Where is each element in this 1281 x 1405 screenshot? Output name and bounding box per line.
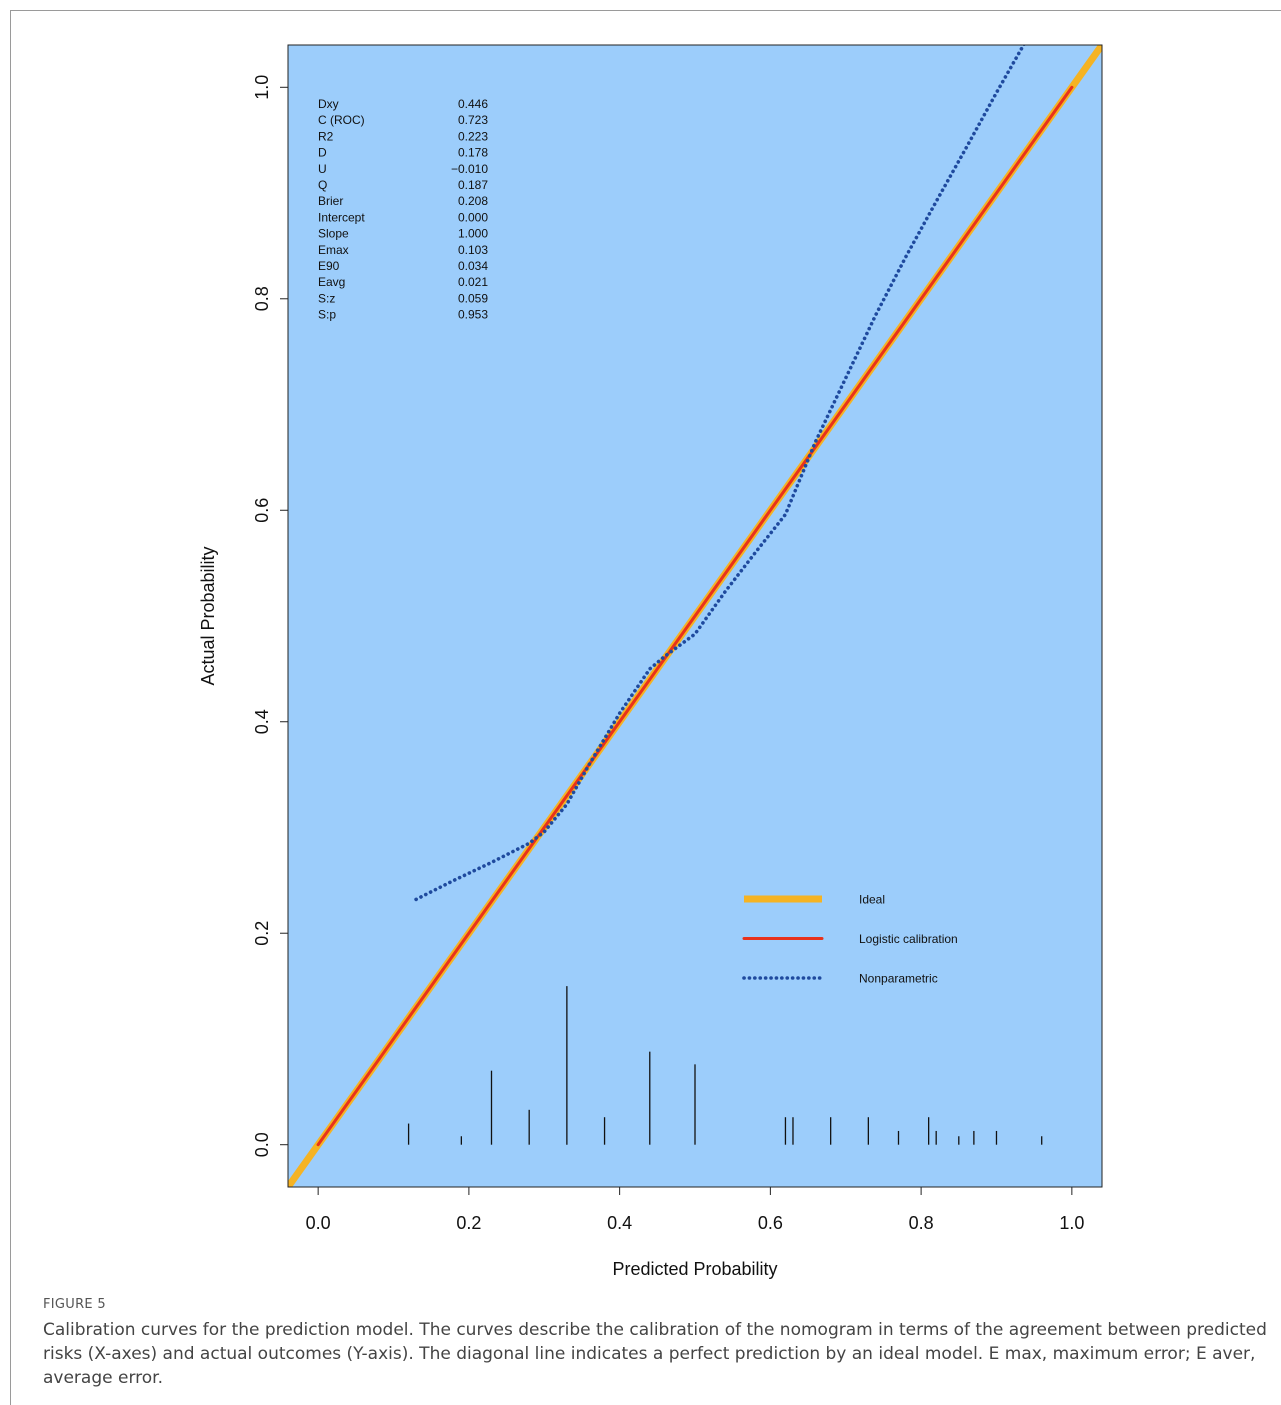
stat-name: Brier bbox=[318, 194, 343, 208]
logistic-calibration-line bbox=[316, 85, 1074, 1147]
stat-name: Intercept bbox=[318, 210, 365, 224]
legend-label: Nonparametric bbox=[859, 972, 938, 986]
stat-value: 0.187 bbox=[458, 178, 488, 192]
stat-value: 0.223 bbox=[458, 129, 488, 143]
stat-name: R2 bbox=[318, 129, 334, 143]
stat-value: −0.010 bbox=[451, 162, 488, 176]
stat-value: 0.103 bbox=[458, 243, 488, 257]
stat-value: 0.208 bbox=[458, 194, 488, 208]
legend-label: Ideal bbox=[859, 893, 885, 907]
plot-border bbox=[287, 44, 1103, 1188]
stat-name: S:p bbox=[318, 308, 336, 322]
stat-value: 0.021 bbox=[458, 275, 488, 289]
x-tick-label: 0.0 bbox=[306, 1213, 331, 1233]
y-tick-label: 0.6 bbox=[252, 498, 272, 523]
figure-caption: Calibration curves for the prediction mo… bbox=[43, 1320, 1267, 1388]
stat-name: D bbox=[318, 146, 327, 160]
stat-name: Slope bbox=[318, 227, 349, 241]
stat-name: S:z bbox=[318, 291, 335, 305]
figure-frame bbox=[10, 10, 1281, 1405]
y-tick-label: 1.0 bbox=[252, 75, 272, 100]
stat-name: E90 bbox=[318, 259, 340, 273]
stat-value: 0.446 bbox=[458, 97, 488, 111]
y-axis-label: Actual Probability bbox=[198, 546, 218, 685]
stat-value: 1.000 bbox=[458, 227, 488, 241]
legend-label: Logistic calibration bbox=[859, 932, 958, 946]
figure-label: FIGURE 5 bbox=[43, 1297, 106, 1312]
stat-name: Dxy bbox=[318, 97, 339, 111]
x-tick-label: 0.2 bbox=[456, 1213, 481, 1233]
y-tick-label: 0.8 bbox=[252, 286, 272, 311]
stat-name: U bbox=[318, 162, 327, 176]
x-tick-label: 1.0 bbox=[1059, 1213, 1084, 1233]
x-tick-label: 0.6 bbox=[758, 1213, 783, 1233]
calibration-plot: Dxy 0.446 C (ROC) 0.723 R2 0.223 D 0.178 U −0.010… bbox=[198, 44, 1103, 1279]
stat-value: 0.000 bbox=[458, 210, 488, 224]
nonparametric-line bbox=[414, 45, 1026, 902]
stat-name: Emax bbox=[318, 243, 349, 257]
stat-name: Q bbox=[318, 178, 327, 192]
stat-value: 0.723 bbox=[458, 113, 488, 127]
stat-name: C (ROC) bbox=[318, 113, 365, 127]
stat-value: 0.059 bbox=[458, 291, 488, 305]
stat-value: 0.178 bbox=[458, 146, 488, 160]
stat-name: Eavg bbox=[318, 275, 345, 289]
y-tick-label: 0.2 bbox=[252, 921, 272, 946]
y-tick-label: 0.0 bbox=[252, 1132, 272, 1157]
y-tick-label: 0.4 bbox=[252, 709, 272, 734]
stat-value: 0.953 bbox=[458, 308, 488, 322]
x-tick-label: 0.4 bbox=[607, 1213, 632, 1233]
x-axis-label: Predicted Probability bbox=[612, 1259, 777, 1279]
x-tick-label: 0.8 bbox=[909, 1213, 934, 1233]
stat-value: 0.034 bbox=[458, 259, 488, 273]
